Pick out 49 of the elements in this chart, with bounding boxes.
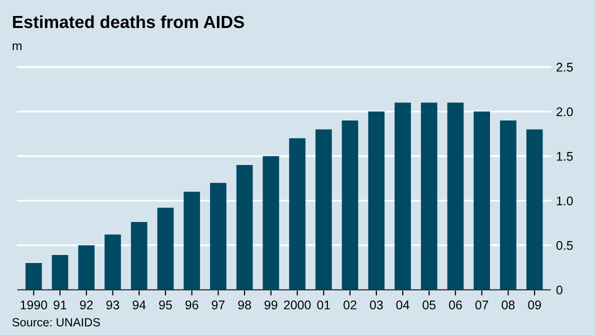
x-tick-label: 99 xyxy=(264,300,278,310)
x-tick-label: 97 xyxy=(212,300,225,310)
bar xyxy=(289,138,306,290)
bar xyxy=(157,208,174,290)
bar xyxy=(394,102,411,290)
bar xyxy=(130,222,148,290)
bar xyxy=(368,112,385,290)
x-tick-label: 08 xyxy=(502,300,515,310)
x-tick-label: 06 xyxy=(449,300,462,310)
bar xyxy=(52,255,68,290)
x-tick-label: 96 xyxy=(185,300,198,310)
y-axis-title: m xyxy=(12,43,22,50)
bar xyxy=(236,165,253,290)
bar xyxy=(104,234,121,290)
source-note: Source: UNAIDS xyxy=(12,318,100,326)
x-tick-label: 07 xyxy=(475,300,488,310)
x-tick-label: 1990 xyxy=(20,300,48,310)
x-tick-label: 09 xyxy=(528,300,541,310)
bar xyxy=(526,129,543,290)
y-tick-label: 0 xyxy=(556,286,562,294)
x-tick-label: 01 xyxy=(317,300,330,310)
bar xyxy=(500,120,516,290)
x-tick-label: 91 xyxy=(54,300,66,310)
bar xyxy=(25,263,42,290)
bar xyxy=(210,182,226,290)
chart-title: Estimated deaths from AIDS xyxy=(13,15,244,28)
x-tick-label: 93 xyxy=(106,300,120,310)
x-tick-label: 03 xyxy=(370,300,383,310)
x-tick-label: 94 xyxy=(132,300,146,310)
bar xyxy=(342,120,358,290)
x-tick-label: 04 xyxy=(396,300,410,310)
x-tick-label: 98 xyxy=(238,300,251,310)
x-tick-label: 05 xyxy=(422,300,436,310)
x-tick-label: 92 xyxy=(80,300,93,310)
y-tick-label: 0.5 xyxy=(556,241,573,250)
y-tick-label: 1.0 xyxy=(556,196,573,206)
bar xyxy=(420,102,438,290)
bar xyxy=(474,112,490,290)
bar xyxy=(184,192,200,290)
x-tick-label: 2000 xyxy=(284,300,311,310)
bar xyxy=(262,156,280,290)
y-tick-label: 2.0 xyxy=(556,107,573,116)
bar xyxy=(78,245,95,290)
bar xyxy=(315,129,332,290)
y-tick-label: 1.5 xyxy=(556,152,573,161)
bar xyxy=(447,102,464,290)
x-tick-label: 02 xyxy=(344,300,356,310)
y-tick-label: 2.5 xyxy=(556,62,573,72)
x-tick-label: 95 xyxy=(159,300,172,310)
